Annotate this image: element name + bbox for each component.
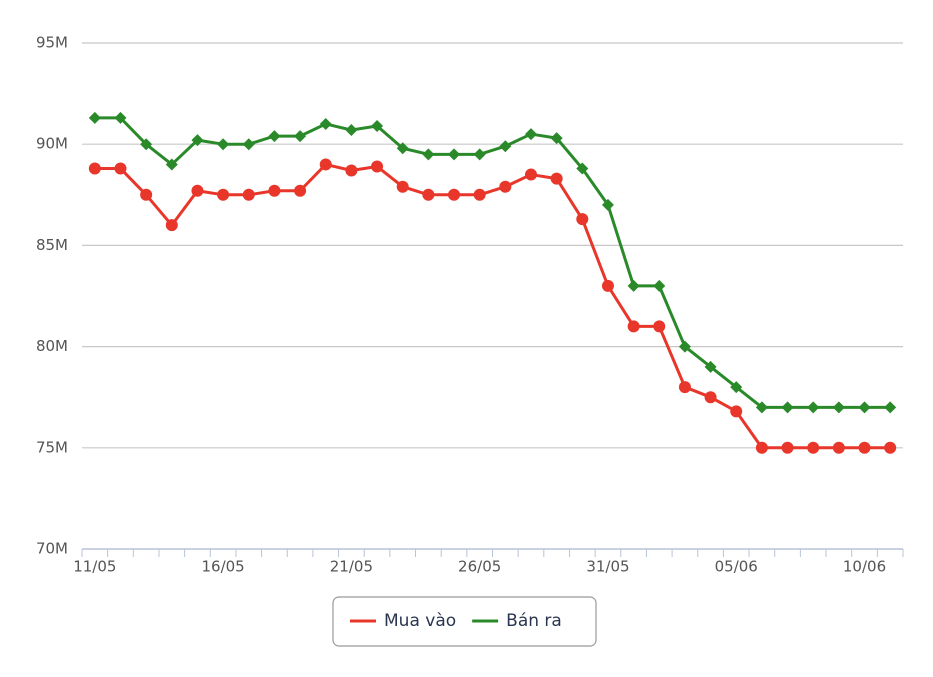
point bbox=[807, 401, 820, 414]
point bbox=[576, 162, 589, 175]
point bbox=[473, 188, 486, 201]
point bbox=[704, 391, 717, 404]
point bbox=[730, 405, 743, 418]
x-tick-label: 10/06 bbox=[843, 558, 886, 576]
point bbox=[242, 138, 255, 151]
point bbox=[781, 441, 794, 454]
point bbox=[524, 168, 537, 181]
point bbox=[396, 180, 409, 193]
point bbox=[165, 219, 178, 232]
legend-label: Bán ra bbox=[506, 611, 562, 631]
x-tick-label: 05/06 bbox=[715, 558, 758, 576]
y-tick-label: 85M bbox=[36, 236, 68, 254]
point bbox=[755, 401, 768, 414]
point bbox=[678, 340, 691, 353]
point bbox=[576, 213, 589, 226]
point bbox=[550, 132, 563, 145]
point bbox=[499, 140, 512, 153]
point bbox=[473, 148, 486, 161]
y-tick-label: 90M bbox=[36, 135, 68, 153]
point bbox=[653, 279, 666, 292]
point bbox=[448, 188, 461, 201]
point bbox=[884, 401, 897, 414]
point bbox=[345, 124, 358, 137]
point bbox=[755, 441, 768, 454]
point bbox=[114, 111, 127, 124]
legend-box bbox=[332, 596, 597, 647]
point bbox=[601, 198, 614, 211]
point bbox=[627, 279, 640, 292]
x-tick-label: 11/05 bbox=[73, 558, 116, 576]
grid: 70M 75M 80M 85M 90M 95M bbox=[36, 34, 903, 558]
y-tick-label: 75M bbox=[36, 438, 68, 456]
point bbox=[499, 180, 512, 193]
point bbox=[832, 441, 845, 454]
point bbox=[858, 401, 871, 414]
x-tick-label: 31/05 bbox=[586, 558, 629, 576]
point bbox=[524, 128, 537, 141]
point bbox=[704, 360, 717, 373]
point bbox=[294, 184, 307, 197]
point bbox=[140, 188, 153, 201]
point bbox=[678, 381, 691, 394]
point bbox=[217, 138, 230, 151]
series-line bbox=[94, 162, 891, 450]
point bbox=[884, 441, 897, 454]
point bbox=[114, 162, 127, 175]
point bbox=[858, 441, 871, 454]
x-tick-label: 21/05 bbox=[330, 558, 373, 576]
point bbox=[448, 148, 461, 161]
point bbox=[601, 279, 614, 292]
point bbox=[217, 188, 230, 201]
point bbox=[653, 320, 666, 333]
point bbox=[550, 172, 563, 185]
y-tick-label: 80M bbox=[36, 337, 68, 355]
y-tick-label: 70M bbox=[36, 540, 68, 558]
point bbox=[345, 164, 358, 177]
point bbox=[191, 134, 204, 147]
point bbox=[627, 320, 640, 333]
point bbox=[781, 401, 794, 414]
point bbox=[730, 381, 743, 394]
point bbox=[832, 401, 845, 414]
series-line bbox=[94, 116, 891, 409]
point bbox=[191, 184, 204, 197]
point bbox=[319, 158, 332, 171]
point bbox=[422, 188, 435, 201]
point bbox=[268, 184, 281, 197]
point bbox=[422, 148, 435, 161]
point bbox=[165, 158, 178, 171]
point bbox=[268, 130, 281, 143]
x-axis: 11/05 16/05 21/05 26/05 31/05 05/06 10/06 bbox=[73, 548, 904, 576]
point bbox=[88, 111, 101, 124]
point bbox=[140, 138, 153, 151]
point bbox=[294, 130, 307, 143]
point bbox=[807, 441, 820, 454]
point bbox=[319, 117, 332, 130]
x-tick-label: 16/05 bbox=[201, 558, 244, 576]
point bbox=[371, 119, 384, 132]
point bbox=[371, 160, 384, 173]
point bbox=[396, 142, 409, 155]
legend-label: Mua vào bbox=[384, 611, 456, 631]
point bbox=[88, 162, 101, 175]
legend: Mua vào Bán ra bbox=[332, 596, 597, 647]
x-tick-label: 26/05 bbox=[458, 558, 501, 576]
point bbox=[242, 188, 255, 201]
y-tick-label: 95M bbox=[36, 34, 68, 52]
